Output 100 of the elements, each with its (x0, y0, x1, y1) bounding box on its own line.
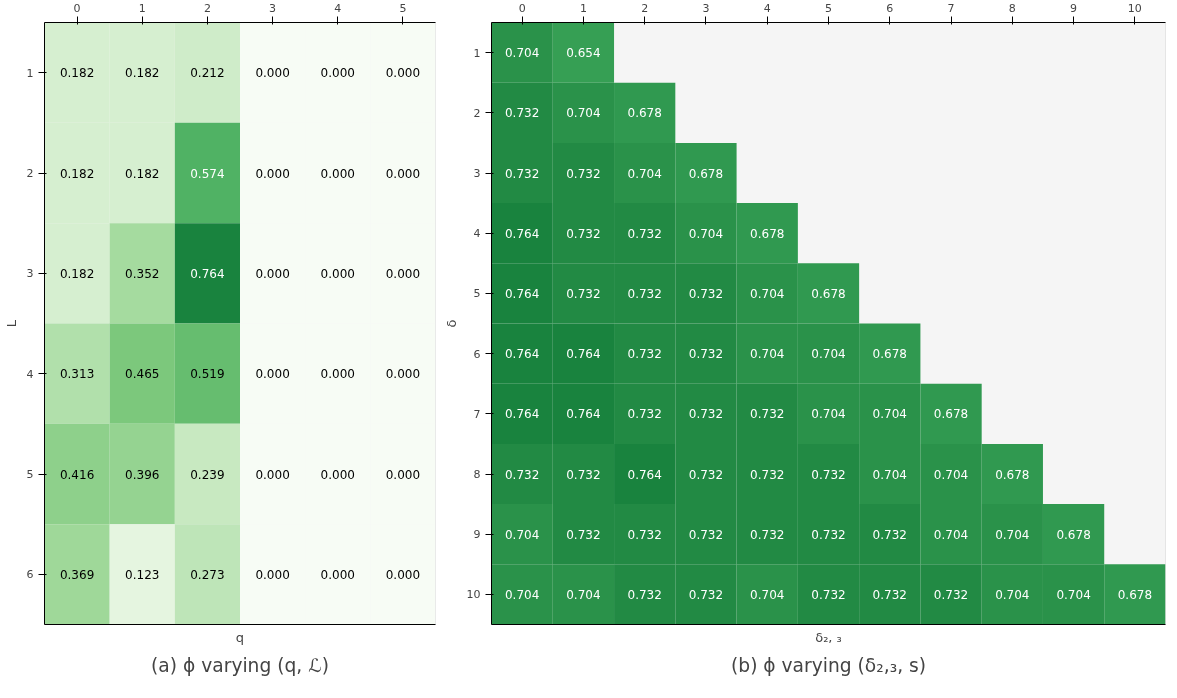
x-tick-label: 9 (1070, 1, 1078, 15)
data-label: 0.732 (566, 527, 601, 542)
data-label: 0.704 (504, 527, 540, 542)
data-label: 0.732 (627, 347, 662, 362)
data-label: 0.000 (255, 367, 290, 382)
data-label: 0.704 (933, 467, 969, 482)
data-label: 0.732 (750, 527, 785, 542)
data-label: 0.000 (255, 166, 290, 181)
data-label: 0.704 (750, 286, 785, 301)
data-label: 0.764 (504, 226, 540, 241)
y-tick-label: 8 (473, 468, 481, 481)
y-tick-label: 2 (26, 167, 34, 180)
data-label: 0.000 (255, 567, 290, 582)
data-label: 0.704 (872, 467, 907, 482)
data-label: 0.704 (995, 587, 1030, 602)
data-label: 0.732 (811, 527, 846, 542)
data-label: 0.000 (385, 567, 421, 582)
x-tick-label: 5 (399, 1, 407, 15)
data-label: 0.369 (59, 567, 95, 582)
y-axis-title: L (3, 319, 19, 328)
data-label: 0.704 (504, 587, 540, 602)
data-label: 0.678 (811, 286, 846, 301)
data-label: 0.704 (688, 226, 724, 241)
x-axis-title: δ₂, ₃ (815, 629, 842, 645)
data-label: 0.732 (688, 527, 724, 542)
y-axis-title: δ (443, 319, 459, 328)
data-label: 0.704 (872, 407, 907, 422)
data-label: 0.732 (566, 226, 601, 241)
data-label: 0.704 (627, 166, 662, 181)
data-label: 0.678 (1056, 527, 1091, 542)
data-label: 0.704 (750, 587, 785, 602)
data-label: 0.000 (320, 66, 355, 81)
x-tick-label: 8 (1008, 1, 1016, 15)
x-tick-label: 0 (73, 1, 81, 15)
text: (a) ϕ varying (q, ℒ) (151, 654, 329, 676)
data-label: 0.704 (1056, 587, 1091, 602)
x-tick-label: 7 (947, 1, 955, 15)
data-label: 0.416 (59, 467, 95, 482)
data-label: 0.273 (190, 567, 225, 582)
data-label: 0.732 (627, 286, 662, 301)
data-label: 0.000 (385, 266, 421, 281)
x-tick-label: 2 (203, 1, 211, 15)
data-label: 0.000 (385, 66, 421, 81)
data-label: 0.000 (320, 367, 355, 382)
data-label: 0.465 (125, 367, 160, 382)
data-label: 0.732 (688, 467, 724, 482)
data-label: 0.704 (566, 106, 601, 121)
data-label: 0.764 (504, 286, 540, 301)
data-label: 0.764 (627, 467, 662, 482)
data-label: 0.764 (504, 407, 540, 422)
data-label: 0.313 (59, 367, 95, 382)
y-tick-label: 1 (26, 66, 34, 80)
data-label: 0.732 (504, 166, 540, 181)
x-tick-label: 10 (1127, 1, 1142, 15)
text: (b) ϕ varying (δ₂,₃, s) (731, 654, 926, 676)
data-label: 0.732 (566, 166, 601, 181)
x-tick-label: 5 (825, 1, 832, 15)
y-tick-label: 1 (473, 46, 481, 60)
data-label: 0.182 (125, 166, 160, 181)
data-label: 0.000 (255, 467, 290, 482)
data-label: 0.239 (190, 467, 225, 482)
data-label: 0.732 (811, 467, 846, 482)
data-label: 0.704 (750, 347, 785, 362)
data-label: 0.704 (995, 527, 1030, 542)
data-label: 0.123 (125, 567, 160, 582)
data-label: 0.000 (255, 266, 290, 281)
data-label: 0.000 (320, 166, 355, 181)
data-label: 0.732 (688, 407, 724, 422)
data-label: 0.000 (385, 166, 421, 181)
y-tick-label: 2 (473, 106, 481, 120)
data-label: 0.574 (190, 166, 225, 181)
data-label: 0.000 (320, 467, 355, 482)
data-label: 0.000 (385, 467, 421, 482)
data-label: 0.732 (750, 467, 785, 482)
data-label: 0.732 (627, 407, 662, 422)
data-label: 0.704 (504, 46, 540, 61)
data-label: 0.732 (566, 467, 601, 482)
data-label: 0.678 (933, 407, 969, 422)
data-label: 0.396 (125, 467, 160, 482)
data-label: 0.732 (872, 527, 907, 542)
data-label: 0.678 (688, 166, 724, 181)
data-label: 0.678 (627, 106, 662, 121)
data-label: 0.519 (190, 367, 225, 382)
data-label: 0.000 (385, 367, 421, 382)
data-label: 0.732 (750, 407, 785, 422)
data-label: 0.704 (811, 407, 846, 422)
data-label: 0.732 (688, 286, 724, 301)
x-tick-label: 2 (641, 1, 649, 15)
data-label: 0.182 (59, 266, 95, 281)
data-label: 0.732 (688, 587, 724, 602)
data-label: 0.764 (566, 347, 601, 362)
data-label: 0.678 (872, 347, 907, 362)
y-tick-label: 4 (473, 227, 481, 241)
x-tick-label: 4 (334, 1, 342, 15)
data-label: 0.000 (255, 66, 290, 81)
data-label: 0.732 (566, 286, 601, 301)
x-tick-label: 3 (269, 1, 277, 15)
data-label: 0.678 (995, 467, 1030, 482)
y-tick-label: 4 (26, 367, 34, 381)
data-label: 0.704 (933, 527, 969, 542)
